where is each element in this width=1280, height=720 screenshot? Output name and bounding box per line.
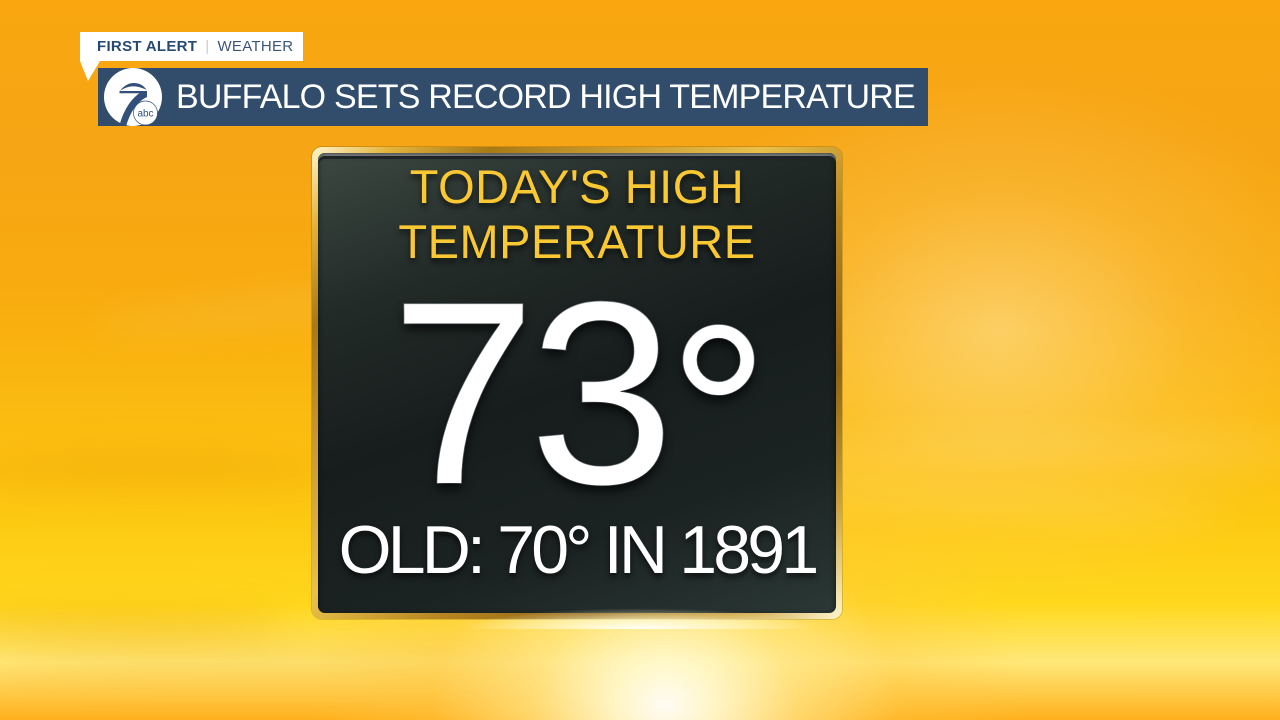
svg-text:abc: abc xyxy=(137,109,153,120)
